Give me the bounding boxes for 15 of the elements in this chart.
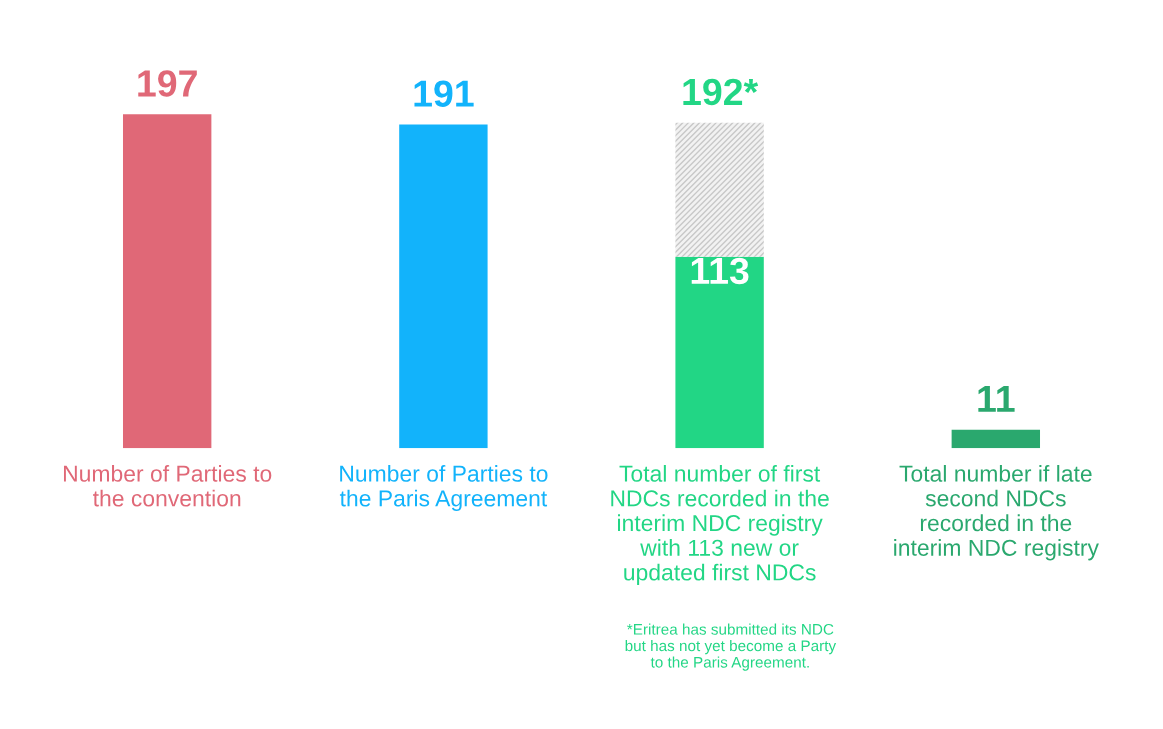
bar xyxy=(675,256,764,449)
text: *Eritrea has submitted its NDC but has not yet become a Party to the Paris Agreement. xyxy=(625,623,837,671)
bar xyxy=(951,429,1041,449)
data-label: 113 xyxy=(691,257,749,285)
x-tick-label: Total number of first NDCs recorded in the interim NDC registry with 113 new or updated first NDCs xyxy=(611,465,829,586)
x-tick-label: Number of Parties to the Paris Agreement xyxy=(339,465,548,512)
x-tick-label: Number of Parties to the convention xyxy=(63,465,272,507)
total-label: 11 xyxy=(978,386,1015,412)
bar xyxy=(399,124,488,449)
total-label: 192* xyxy=(683,78,759,106)
total-label: 197 xyxy=(138,70,197,97)
total-label: 191 xyxy=(414,80,474,107)
bar xyxy=(122,114,212,449)
bar xyxy=(675,122,764,257)
x-tick-label: Total number if late second NDCs recorded in the interim NDC registry xyxy=(894,465,1099,561)
